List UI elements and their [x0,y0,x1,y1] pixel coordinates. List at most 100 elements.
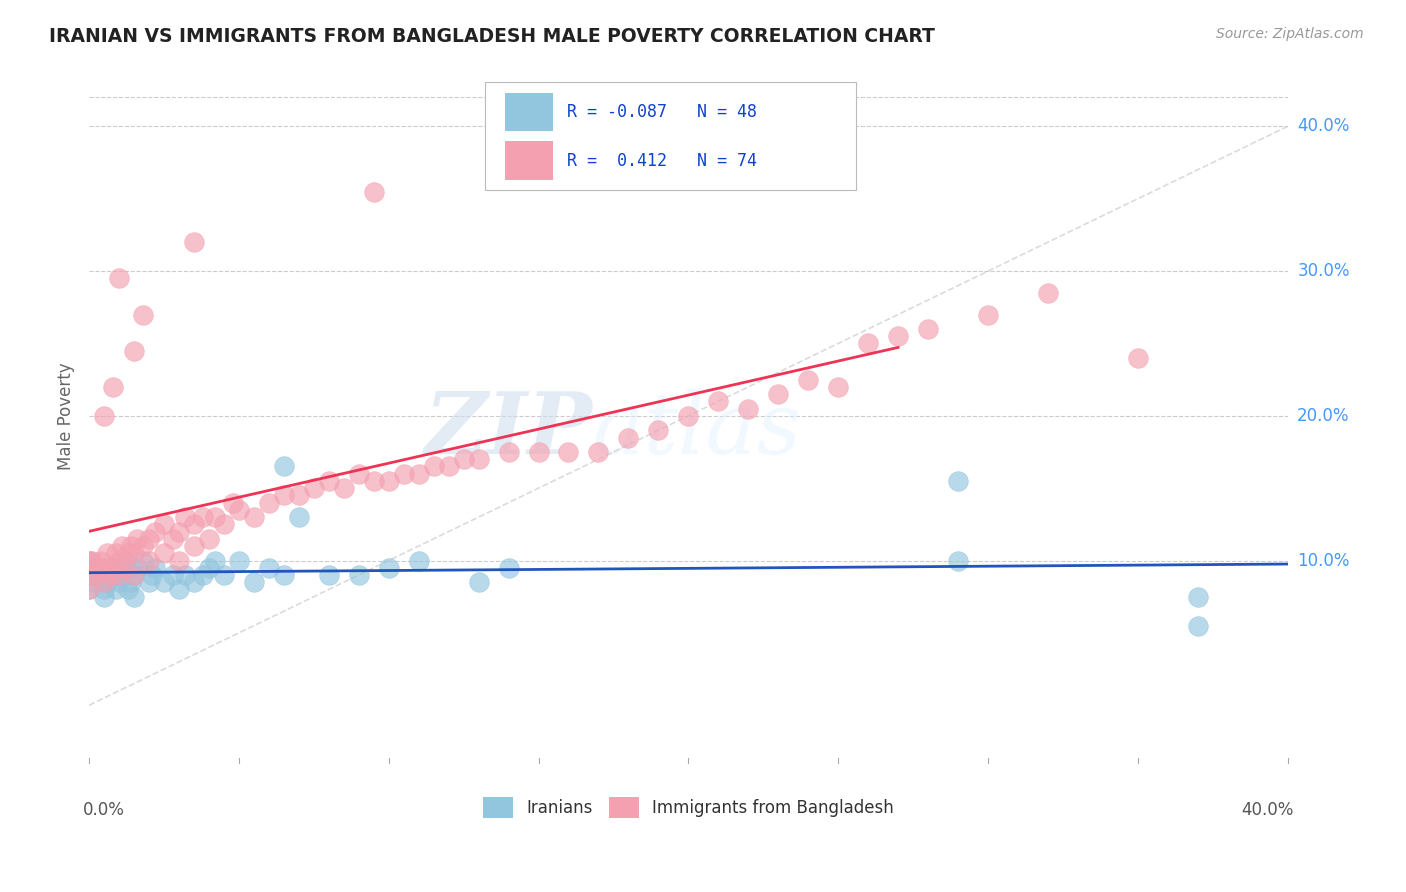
Legend: Iranians, Immigrants from Bangladesh: Iranians, Immigrants from Bangladesh [477,790,901,824]
Point [198,561,221,575]
Point [437,459,460,474]
Point [222,496,245,510]
Point [84,575,107,590]
Point [212,568,235,582]
Point [101,561,124,575]
Point [77,568,100,582]
Point [111,539,134,553]
Point [167,553,190,567]
Point [132,308,155,322]
Point [167,582,190,597]
Point [96,575,118,590]
Point [153,517,176,532]
Point [122,546,145,560]
Point [111,561,134,575]
Point [408,467,430,481]
Point [363,185,385,199]
Point [617,431,640,445]
FancyBboxPatch shape [485,82,856,190]
Point [117,582,139,597]
Point [273,568,295,582]
Point [138,532,160,546]
Text: 20.0%: 20.0% [1298,407,1350,425]
Text: R = -0.087   N = 48: R = -0.087 N = 48 [567,103,758,121]
Point [543,97,565,112]
Point [77,582,100,597]
Point [108,568,131,582]
Point [122,343,145,358]
Point [257,496,280,510]
Point [318,568,340,582]
Point [856,336,879,351]
Point [243,510,266,524]
Point [87,568,110,582]
Point [498,561,520,575]
Point [141,568,163,582]
Point [153,546,176,560]
Point [108,271,131,285]
Point [183,517,205,532]
Point [138,575,160,590]
Point [198,532,221,546]
Point [678,409,700,423]
Point [167,524,190,539]
Point [98,568,121,582]
Point [138,553,160,567]
Y-axis label: Male Poverty: Male Poverty [58,362,75,469]
Point [1036,285,1059,300]
Point [108,553,131,567]
Point [422,459,444,474]
Point [204,553,226,567]
Point [1187,590,1209,604]
Point [122,590,145,604]
Point [183,539,205,553]
Point [143,561,166,575]
Point [77,561,100,575]
Point [125,561,148,575]
Point [105,582,128,597]
Point [162,532,184,546]
Point [707,394,730,409]
Point [347,467,370,481]
Point [101,561,124,575]
Point [257,561,280,575]
Point [77,553,100,567]
Text: IRANIAN VS IMMIGRANTS FROM BANGLADESH MALE POVERTY CORRELATION CHART: IRANIAN VS IMMIGRANTS FROM BANGLADESH MA… [49,27,935,45]
Point [557,445,579,459]
Point [93,575,115,590]
Point [887,329,910,343]
Point [153,575,176,590]
Point [204,510,226,524]
Point [174,510,197,524]
Point [212,517,235,532]
Point [96,546,118,560]
Point [467,575,489,590]
Point [467,452,489,467]
Text: ZIP: ZIP [425,388,592,472]
Point [174,568,197,582]
Text: atlas: atlas [592,388,801,471]
Point [737,401,759,416]
Text: R =  0.412   N = 74: R = 0.412 N = 74 [567,152,758,169]
Text: 40.0%: 40.0% [1241,801,1294,820]
Point [191,568,214,582]
Point [125,532,148,546]
Point [117,546,139,560]
Point [498,445,520,459]
Point [87,561,110,575]
FancyBboxPatch shape [505,93,553,131]
Point [90,561,112,575]
Point [392,467,415,481]
Point [143,524,166,539]
Text: Source: ZipAtlas.com: Source: ZipAtlas.com [1216,27,1364,41]
Text: 0.0%: 0.0% [83,801,125,820]
Point [288,488,311,502]
Point [363,474,385,488]
Point [108,575,131,590]
Point [946,474,969,488]
Point [114,553,136,567]
Point [408,553,430,567]
Point [318,474,340,488]
Point [120,575,142,590]
Point [347,568,370,582]
